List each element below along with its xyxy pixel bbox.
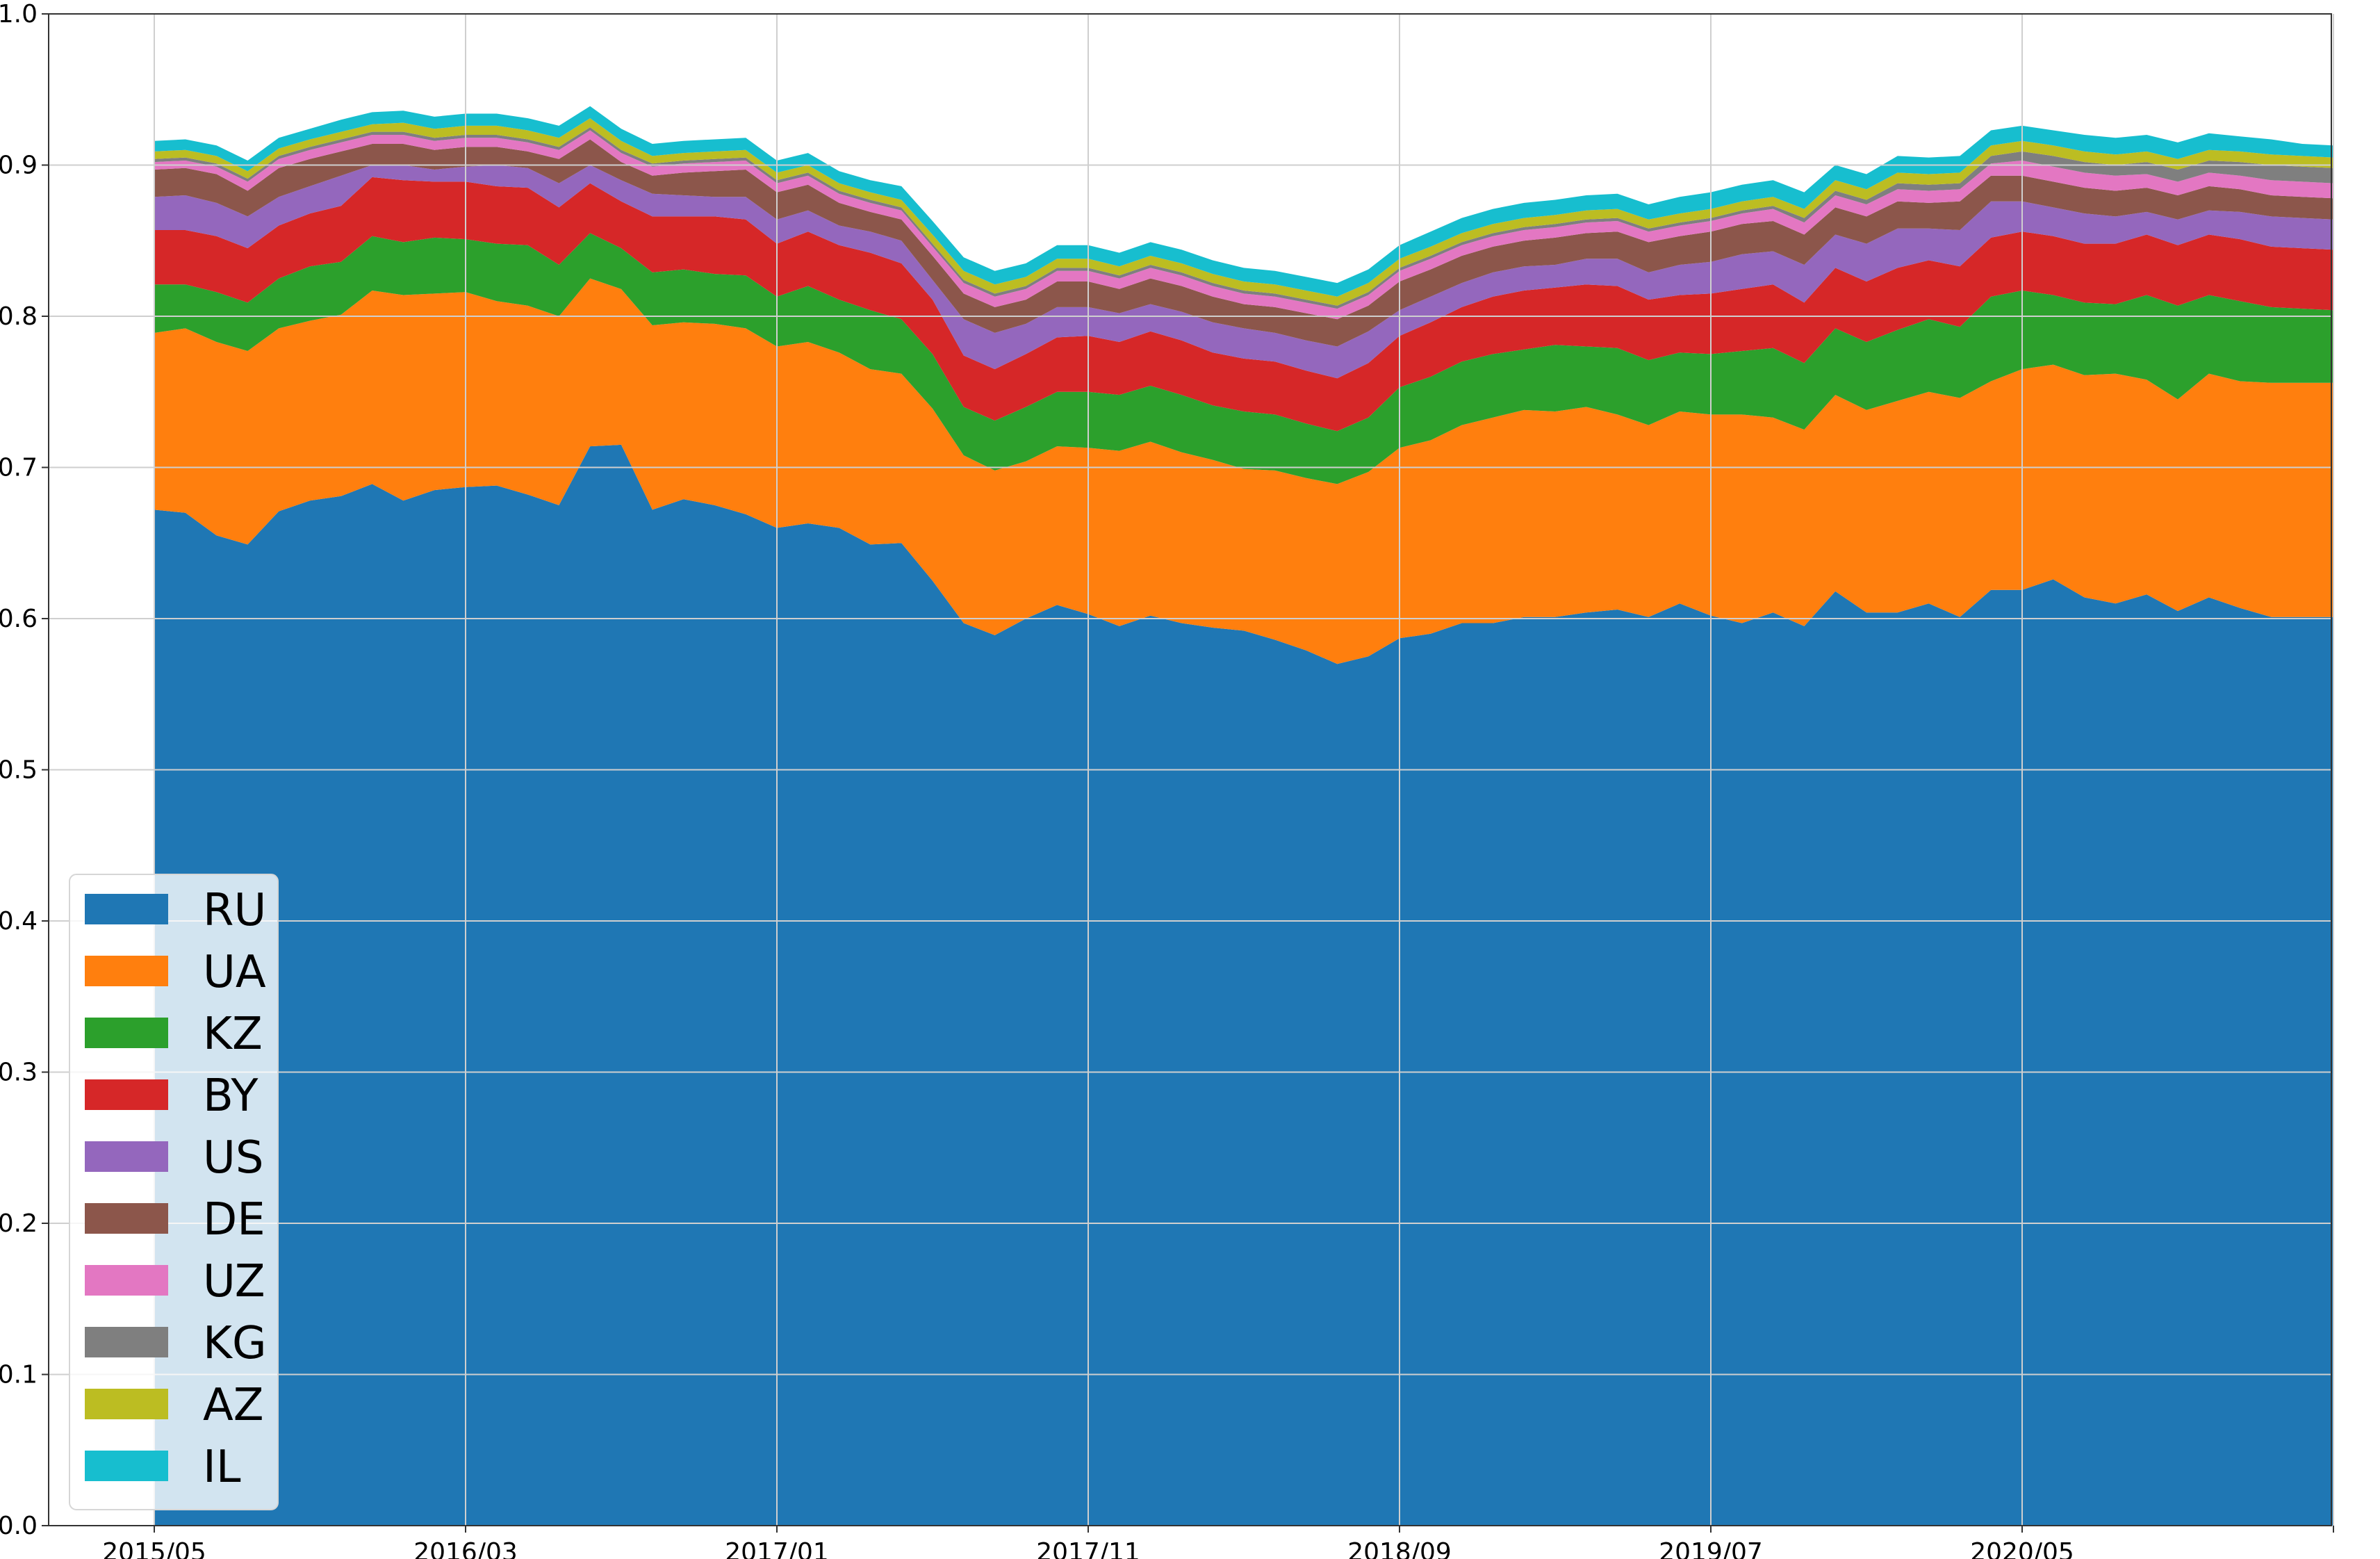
y-tick-label: 0.5 [0,756,38,785]
legend-swatch-az [85,1389,168,1419]
area-series-us [154,165,2333,379]
legend-swatch-ua [85,956,168,986]
legend-label-kz: KZ [203,1009,263,1060]
x-tick-label: 2017/11 [1036,1538,1140,1559]
y-tick-label: 0.8 [0,302,38,331]
y-tick-label: 0.1 [0,1361,38,1389]
area-series-ru [154,444,2333,1526]
area-series-kz [154,233,2333,484]
legend: RU UA KZ BY US DE UZ KG AZ IL [69,874,279,1510]
area-series-group [154,106,2333,1526]
legend-swatch-us [85,1141,168,1172]
y-tick-label: 0.2 [0,1209,38,1238]
y-tick-label: 0.7 [0,454,38,482]
x-tick-label: 2020/05 [1970,1538,2074,1559]
legend-swatch-kg [85,1327,168,1357]
legend-label-by: BY [203,1070,258,1122]
legend-swatch-by [85,1079,168,1110]
legend-label-az: AZ [203,1380,264,1431]
y-tick-label: 0.9 [0,152,38,180]
area-series-ua [154,278,2333,664]
x-tick-label: 2018/09 [1347,1538,1452,1559]
legend-label-il: IL [203,1442,241,1493]
x-tick-label: 2016/03 [413,1538,518,1559]
y-axis: 0.0 0.1 0.2 0.3 0.4 0.5 0.6 0.7 0.8 0.9 1.0 [0,0,49,1540]
area-series-by [154,177,2333,432]
x-tick-label: 2017/01 [725,1538,829,1559]
legend-label-ru: RU [203,885,266,936]
legend-swatch-kz [85,1018,168,1048]
y-tick-label: 1.0 [0,0,38,28]
legend-label-us: US [203,1132,263,1184]
legend-label-uz: UZ [203,1256,265,1307]
legend-swatch-uz [85,1265,168,1296]
x-tick-label: 2019/07 [1659,1538,1763,1559]
y-tick-label: 0.4 [0,907,38,936]
x-tick-label: 2015/05 [102,1538,206,1559]
legend-label-de: DE [203,1194,265,1246]
legend-label-ua: UA [203,947,266,998]
legend-swatch-de [85,1203,168,1234]
y-tick-label: 0.3 [0,1059,38,1087]
y-tick-label: 0.0 [0,1512,38,1540]
legend-swatch-il [85,1451,168,1481]
legend-label-kg: KG [203,1318,267,1369]
y-tick-label: 0.6 [0,605,38,633]
area-series-de [154,139,2333,347]
x-axis: 2015/05 2016/03 2017/01 2017/11 2018/09 2019/… [102,1526,2334,1559]
legend-swatch-ru [85,894,168,924]
